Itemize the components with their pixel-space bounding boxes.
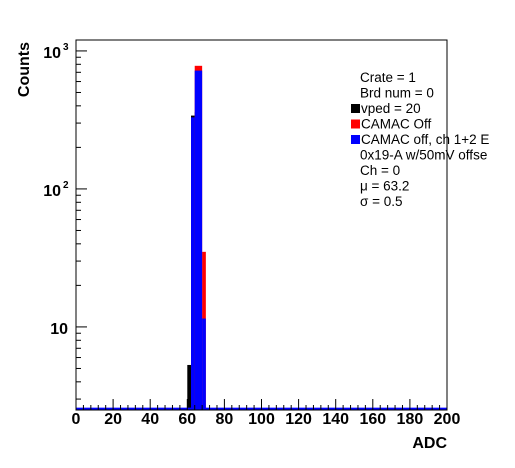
- x-axis-title: ADC: [412, 435, 447, 452]
- legend-entry: CAMAC off, ch 1+2 E: [361, 132, 489, 147]
- x-tick-label: 100: [248, 411, 275, 428]
- x-tick-label: 20: [104, 411, 122, 428]
- bar-2-1: [191, 117, 195, 411]
- stats-entry: σ = 0.5: [360, 194, 402, 209]
- y-tick-exponent: 3: [63, 42, 69, 53]
- x-tick-label: 40: [141, 411, 159, 428]
- stats-entry: Crate = 1: [360, 70, 416, 85]
- stats-entry: 0x19-A w/50mV offse: [360, 148, 487, 163]
- stats-entry: Ch = 0: [360, 163, 400, 178]
- y-tick-label: 10: [43, 183, 61, 200]
- legend-swatch: [351, 104, 360, 113]
- y-tick-label: 10: [50, 321, 68, 338]
- bar-0-0: [187, 364, 192, 410]
- y-tick-exponent: 2: [63, 180, 69, 191]
- x-tick-label: 180: [397, 411, 424, 428]
- bar-2-3: [202, 318, 206, 410]
- legend-entry: CAMAC Off: [361, 117, 432, 132]
- x-tick-label: 0: [72, 411, 81, 428]
- bar-2-2: [194, 70, 203, 410]
- y-tick-label: 10: [43, 45, 61, 62]
- y-axis-title: Counts: [16, 42, 33, 97]
- x-tick-label: 160: [359, 411, 386, 428]
- legend-swatch: [351, 135, 360, 144]
- stats-entry: Brd num = 0: [360, 86, 434, 101]
- x-tick-label: 60: [178, 411, 196, 428]
- x-tick-label: 200: [434, 411, 461, 428]
- stats-entry: μ = 63.2: [360, 179, 409, 194]
- x-tick-label: 120: [285, 411, 312, 428]
- x-axis-ticks: 0 20 40 60 80 100 120 140 160 180 200: [72, 399, 461, 428]
- legend-entry: vped = 20: [361, 101, 421, 116]
- legend-swatch: [351, 119, 360, 129]
- x-tick-label: 80: [216, 411, 234, 428]
- x-tick-label: 140: [322, 411, 349, 428]
